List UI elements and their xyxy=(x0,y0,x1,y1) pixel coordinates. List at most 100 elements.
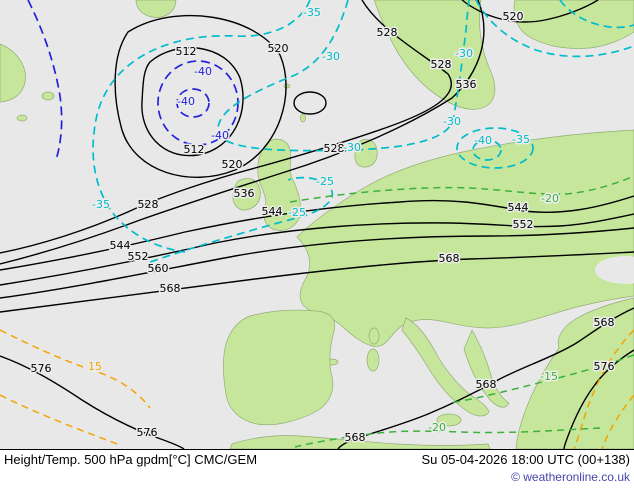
temp-contour-orange-se-1 xyxy=(573,329,634,449)
contour-label-528: 528 xyxy=(377,26,398,39)
contour-label-536: 536 xyxy=(234,187,255,200)
land-great-britain xyxy=(257,138,301,231)
land-iberia xyxy=(223,309,336,426)
height-contour-568-south xyxy=(337,307,634,449)
height-contour-520 xyxy=(114,14,287,178)
temp-contour-minus20-south xyxy=(294,427,601,448)
land-shetland xyxy=(300,113,306,123)
contour-label-512: 512 xyxy=(176,45,197,58)
land-islet xyxy=(16,114,28,122)
height-contour-576-west xyxy=(0,355,185,449)
temp-contour-cyan-ne-1 xyxy=(475,0,634,58)
contour-label--35: -35 xyxy=(512,133,530,146)
contour-label-552: 552 xyxy=(128,250,149,263)
contour-label--15: -15 xyxy=(540,370,558,383)
contour-label-568: 568 xyxy=(345,431,366,444)
contour-label--20: -20 xyxy=(541,192,559,205)
copyright-link[interactable]: © weatheronline.co.uk xyxy=(511,470,630,484)
land-iceland xyxy=(135,0,177,18)
contour-label--30: -30 xyxy=(443,115,461,128)
contour-label-512: 512 xyxy=(184,143,205,156)
contour-label-568: 568 xyxy=(594,316,615,329)
contour-label-576: 576 xyxy=(137,426,158,439)
contour-label-544: 544 xyxy=(110,239,131,252)
land-greenland-edge xyxy=(0,43,26,103)
temp-contour-blue-nw xyxy=(27,0,63,161)
copyright-row: © weatheronline.co.uk xyxy=(4,470,630,487)
height-contour-512 xyxy=(141,47,244,157)
contour-label--20: -20 xyxy=(428,421,446,434)
land-finland xyxy=(513,0,634,49)
contour-label--30: -30 xyxy=(455,47,473,60)
land-denmark xyxy=(354,139,378,168)
contour-label-568: 568 xyxy=(476,378,497,391)
contour-label--30: -30 xyxy=(343,141,361,154)
contour-label-552: 552 xyxy=(513,218,534,231)
contour-label--35: -35 xyxy=(303,6,321,19)
contour-label-576: 576 xyxy=(594,360,615,373)
contour-label-560: 560 xyxy=(148,262,169,275)
map-title: Height/Temp. 500 hPa gpdm[°C] CMC/GEM xyxy=(4,452,258,467)
contour-label-568: 568 xyxy=(160,282,181,295)
land-europe-main xyxy=(296,129,634,347)
contour-label-528: 528 xyxy=(138,198,159,211)
contour-label-536: 536 xyxy=(456,78,477,91)
land-faroe xyxy=(283,83,291,89)
land-islet xyxy=(41,91,55,101)
height-contour-544 xyxy=(0,195,634,271)
sea-black-sea xyxy=(595,256,634,284)
temp-contour-minus25 xyxy=(149,176,334,263)
caption-bar: Height/Temp. 500 hPa gpdm[°C] CMC/GEM Su… xyxy=(0,450,634,489)
map-canvas: 512 512 520 520 520 528 528 528 528 536 536 544 544 5… xyxy=(0,0,634,450)
contour-label--25: -25 xyxy=(288,206,306,219)
contour-label-544: 544 xyxy=(508,201,529,214)
contour-label--25: -25 xyxy=(316,175,334,188)
height-contour-552 xyxy=(0,213,634,286)
land-balkans-greece xyxy=(463,329,510,408)
temp-contour-cyan-ne-2 xyxy=(559,0,634,29)
contour-label-544: 544 xyxy=(262,205,283,218)
temp-contour-minus30 xyxy=(217,0,470,152)
height-contour-568-north xyxy=(0,251,634,313)
land-italy xyxy=(401,317,490,417)
height-contour-small-loop xyxy=(293,91,327,115)
contour-label-528: 528 xyxy=(431,58,452,71)
height-contour-560 xyxy=(0,227,634,299)
temp-contour-minus35-east xyxy=(456,127,534,169)
contour-label-520: 520 xyxy=(222,158,243,171)
land-sardinia xyxy=(366,348,380,372)
land-scandinavia xyxy=(373,0,496,110)
caption-row: Height/Temp. 500 hPa gpdm[°C] CMC/GEM Su… xyxy=(4,452,630,470)
temp-contour-minus35 xyxy=(92,0,311,253)
height-contour-536 xyxy=(0,0,485,265)
temp-contour-15-west xyxy=(0,329,151,409)
temp-contour-minus40-east xyxy=(472,139,502,161)
temp-contours-orange xyxy=(0,329,634,449)
temp-contours-cyan xyxy=(92,0,634,263)
height-contours xyxy=(0,0,634,449)
contour-label--40: -40 xyxy=(474,134,492,147)
landmasses xyxy=(0,0,634,449)
contour-label--35: -35 xyxy=(92,198,110,211)
temp-contour-orange-se-2 xyxy=(601,394,634,449)
contour-label-15: 15 xyxy=(88,360,102,373)
land-north-africa xyxy=(229,435,491,449)
contour-label--30: -30 xyxy=(322,50,340,63)
map-datetime: Su 05-04-2026 18:00 UTC (00+138) xyxy=(421,452,631,467)
land-sicily xyxy=(436,413,462,427)
contour-label-576: 576 xyxy=(31,362,52,375)
contour-label--40: -40 xyxy=(194,65,212,78)
temp-contours-green xyxy=(289,175,634,448)
temp-contour-minus40-core xyxy=(176,88,210,118)
contour-label-568: 568 xyxy=(439,252,460,265)
temp-contour-minus20-east xyxy=(289,175,634,203)
temp-contour-minus15 xyxy=(449,354,634,404)
height-contour-528 xyxy=(0,0,452,254)
temp-contour-orange-sw xyxy=(0,394,121,446)
contour-label-520: 520 xyxy=(503,10,524,23)
contour-label--40: -40 xyxy=(211,129,229,142)
contour-label--40: -40 xyxy=(177,95,195,108)
